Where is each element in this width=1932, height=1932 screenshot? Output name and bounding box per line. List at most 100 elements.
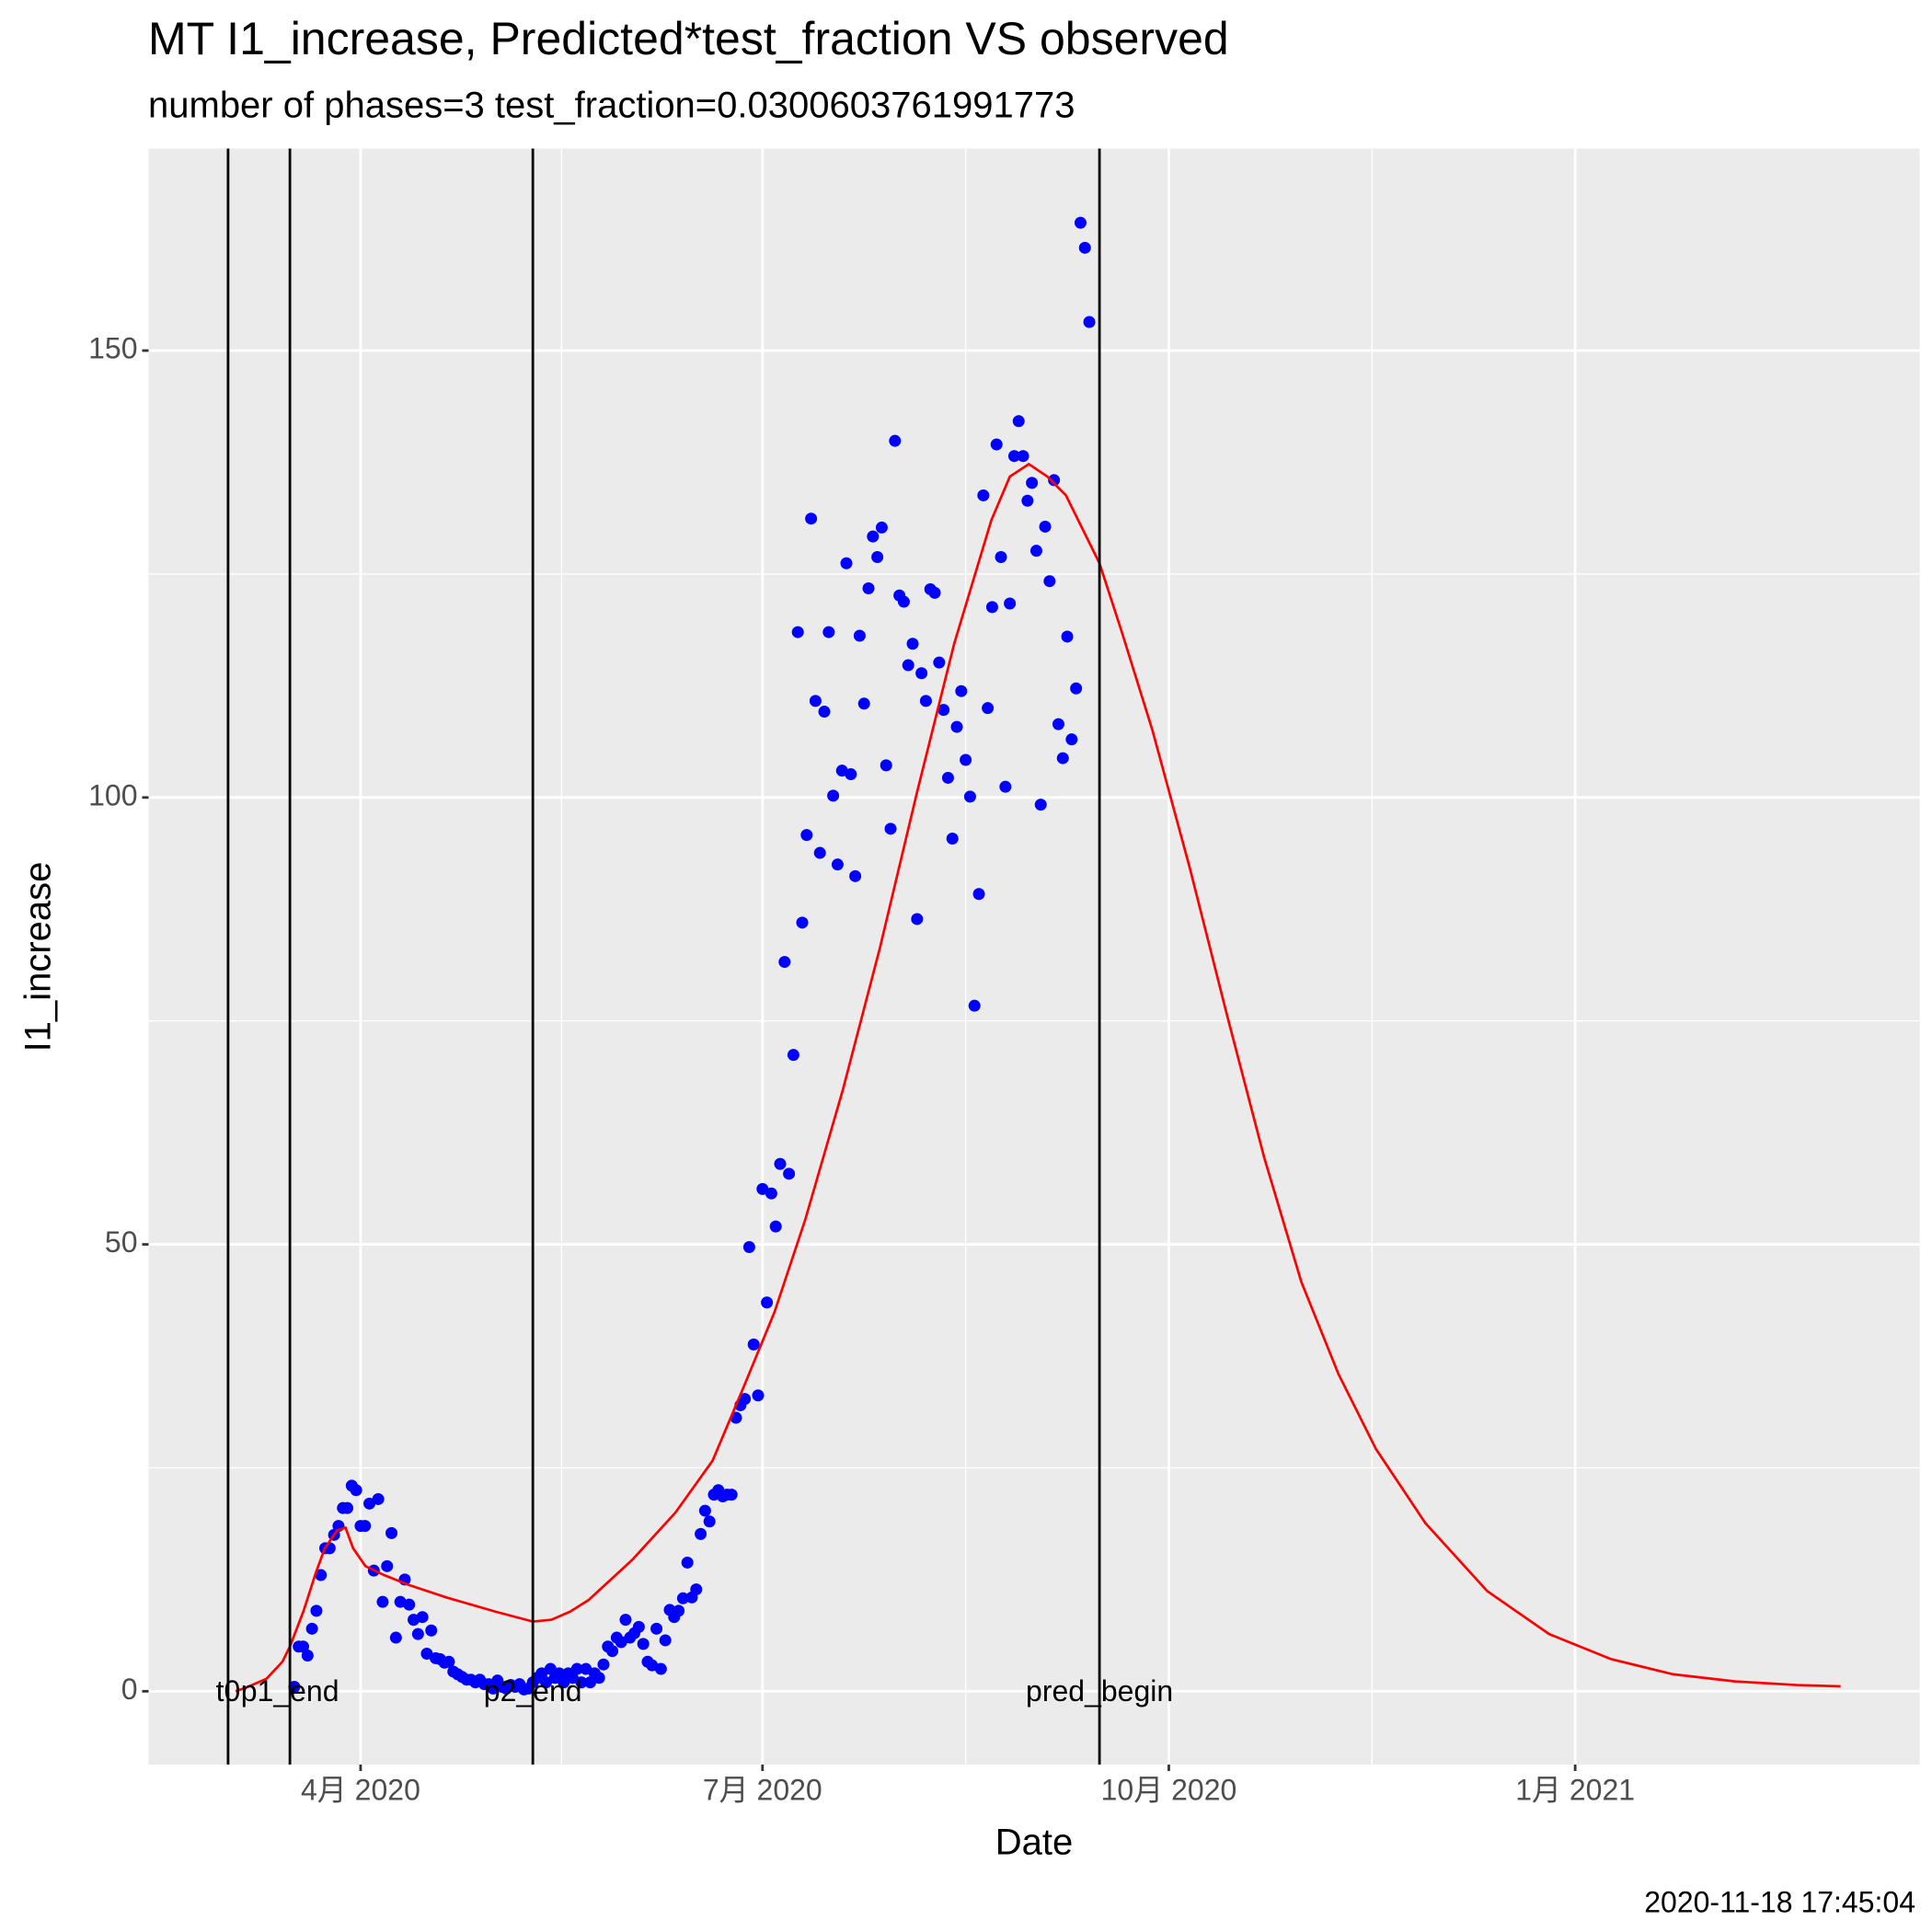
data-point [553,1667,566,1680]
data-point [584,1676,597,1689]
data-point [1078,241,1091,254]
data-point [673,1604,685,1617]
data-point [615,1636,627,1649]
x-tick-label: 10月 2020 [1101,1773,1237,1806]
y-tick-label: 100 [88,778,137,811]
data-point [862,581,875,594]
reference-label: pred_begin [1026,1674,1173,1708]
data-point [1004,597,1017,610]
data-point [867,530,880,543]
x-tick-label: 1月 2021 [1515,1773,1635,1806]
data-point [411,1627,424,1640]
data-point [822,626,835,638]
data-point [968,999,981,1012]
data-point [813,846,826,859]
data-point [1056,752,1069,765]
data-point [818,706,831,719]
data-point [305,1622,318,1635]
data-point [1065,733,1078,746]
data-point [381,1559,394,1572]
data-point [690,1583,703,1596]
reference-label: p1_end [241,1674,339,1708]
data-point [769,1220,782,1233]
data-point [350,1484,362,1497]
data-point [742,1240,755,1253]
data-point [1048,474,1061,487]
data-point [443,1655,455,1668]
data-point [637,1638,650,1650]
data-point [288,1680,301,1693]
data-point [570,1662,583,1675]
data-point [1012,415,1025,428]
data-point [985,601,998,614]
data-point [703,1515,716,1528]
data-point [341,1501,354,1514]
data-point [902,659,914,672]
data-point [385,1526,398,1539]
data-point [783,1167,796,1180]
data-point [420,1648,433,1661]
data-point [654,1662,667,1675]
data-point [906,638,919,650]
data-point [540,1676,553,1689]
data-point [897,595,910,608]
data-point [650,1622,663,1635]
data-point [747,1338,760,1351]
chart-title: MT I1_increase, Predicted*test_fraction … [148,13,1229,64]
data-point [889,434,902,447]
data-point [359,1520,372,1533]
data-point [592,1672,605,1685]
data-point [619,1614,632,1627]
data-point [853,629,866,642]
data-point [919,695,932,707]
data-point [403,1598,416,1611]
data-point [632,1620,645,1633]
data-point [765,1187,777,1200]
data-point [1007,450,1020,463]
data-point [774,1157,787,1170]
x-tick-label: 4月 2020 [301,1773,420,1806]
data-point [597,1658,610,1671]
x-tick-label: 7月 2020 [703,1773,822,1806]
data-point [1083,316,1096,328]
data-point [676,1592,689,1604]
data-point [950,720,963,733]
data-point [761,1296,774,1309]
data-point [884,822,897,835]
data-point [1029,545,1042,558]
data-point [960,753,972,766]
data-point [1017,450,1029,463]
data-point [937,704,950,717]
data-point [999,780,1012,793]
data-point [1034,799,1047,811]
data-point [880,759,892,772]
data-point [933,656,946,669]
data-point [315,1569,328,1581]
data-point [1074,216,1087,229]
fitted-line [235,462,1841,1693]
data-point [963,790,976,803]
data-point [977,489,990,501]
data-point [681,1556,694,1569]
data-point [1061,630,1074,643]
chart-subtitle: number of phases=3 test_fraction=0.03006… [148,86,1075,126]
data-point [301,1649,314,1662]
data-point [416,1611,429,1624]
y-tick-label: 50 [105,1225,138,1259]
data-point [827,789,840,802]
data-point [840,557,853,569]
plot-panel [148,148,1920,1765]
data-point [928,586,941,599]
data-point [580,1662,592,1675]
data-point [695,1527,707,1540]
x-axis-title: Date [995,1823,1074,1863]
data-point [796,916,809,929]
data-point [1021,494,1034,507]
data-point [831,858,844,871]
data-point [575,1676,588,1689]
data-point [310,1604,323,1617]
y-tick-label: 0 [121,1673,138,1706]
y-tick-label: 150 [88,332,137,365]
data-point [739,1393,752,1406]
data-point [389,1631,402,1644]
